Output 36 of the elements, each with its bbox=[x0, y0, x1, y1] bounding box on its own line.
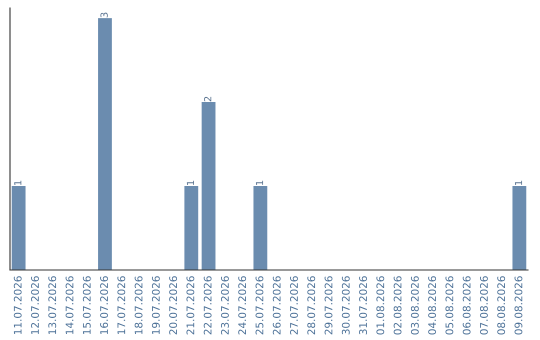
x-tick-label: 31.07.2026 bbox=[359, 276, 367, 334]
x-tick-label: 26.07.2026 bbox=[272, 276, 281, 334]
x-tick-label: 02.08.2026 bbox=[394, 276, 402, 335]
x-tick-label: 23.07.2026 bbox=[220, 276, 229, 334]
x-tick-label: 15.07.2026 bbox=[82, 276, 91, 334]
x-tick-label: 21.07.2026 bbox=[186, 276, 194, 334]
data-label: 1 bbox=[514, 180, 522, 185]
x-tick-label: 04.08.2026 bbox=[428, 276, 436, 335]
x-tick-label: 16.07.2026 bbox=[100, 276, 108, 334]
x-tick-label: 06.08.2026 bbox=[462, 276, 471, 335]
data-label: 2 bbox=[204, 96, 212, 102]
x-tick-label: 19.07.2026 bbox=[152, 276, 160, 334]
x-tick-label: 17.07.2026 bbox=[117, 276, 126, 334]
x-tick-label: 05.08.2026 bbox=[445, 276, 454, 335]
x-tick-label: 03.08.2026 bbox=[410, 276, 419, 335]
x-tick-label: 29.07.2026 bbox=[324, 276, 332, 334]
x-tick-label: 20.07.2026 bbox=[169, 276, 178, 334]
data-label: 1 bbox=[256, 180, 264, 185]
x-tick-label: 30.07.2026 bbox=[342, 276, 350, 334]
data-label: 3 bbox=[100, 12, 108, 18]
x-tick-label: 08.08.2026 bbox=[497, 276, 506, 335]
x-tick-label: 24.07.2026 bbox=[238, 276, 246, 334]
x-tick-label: 12.07.2026 bbox=[31, 276, 39, 334]
x-tick-label: 13.07.2026 bbox=[48, 276, 56, 334]
data-label: 1 bbox=[14, 180, 22, 185]
x-tick-label: 22.07.2026 bbox=[204, 276, 212, 334]
x-tick-label: 01.08.2026 bbox=[376, 276, 384, 335]
x-tick-label: 28.07.2026 bbox=[307, 276, 316, 334]
x-tick-label: 07.08.2026 bbox=[480, 276, 488, 335]
data-label: 1 bbox=[186, 180, 194, 185]
x-tick-label: 27.07.2026 bbox=[290, 276, 298, 334]
x-tick-label: 18.07.2026 bbox=[134, 276, 143, 334]
x-tick-label: 25.07.2026 bbox=[256, 276, 264, 334]
x-tick-label: 09.08.2026 bbox=[514, 276, 522, 335]
x-tick-label: 14.07.2026 bbox=[66, 276, 74, 334]
x-tick-label: 11.07.2026 bbox=[14, 276, 22, 334]
